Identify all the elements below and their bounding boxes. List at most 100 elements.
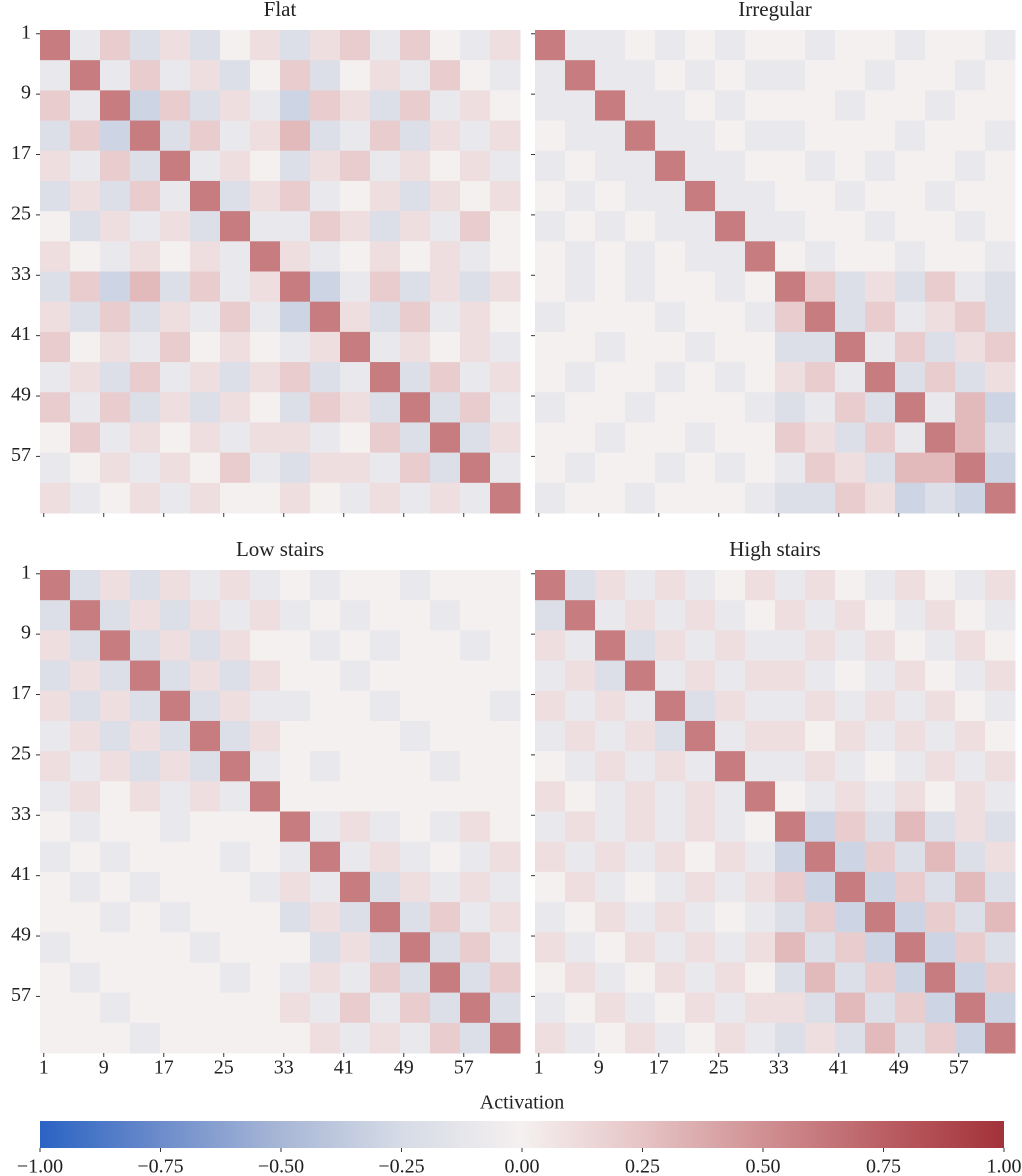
heatmap-cell bbox=[430, 211, 461, 242]
colorbar-tick-label: 0.00 bbox=[505, 1156, 540, 1176]
heatmap-cell bbox=[280, 1022, 311, 1054]
heatmap-cell bbox=[565, 781, 596, 812]
heatmap-cell bbox=[655, 630, 686, 662]
heatmap-cell bbox=[535, 600, 566, 631]
heatmap-cell bbox=[250, 120, 281, 152]
heatmap-cell bbox=[805, 150, 836, 182]
heatmap-cell bbox=[160, 902, 191, 933]
heatmap-cell bbox=[685, 331, 716, 363]
heatmap-cell bbox=[190, 600, 221, 631]
heatmap-cell bbox=[340, 30, 371, 61]
heatmap-cell bbox=[340, 482, 371, 514]
heatmap-cell bbox=[310, 962, 341, 994]
heatmap-cell bbox=[370, 1022, 401, 1054]
y-tick-label: 1 bbox=[21, 561, 31, 583]
heatmap-cell bbox=[655, 1022, 686, 1054]
heatmap-cell bbox=[865, 690, 896, 722]
heatmap-cell bbox=[340, 331, 371, 363]
heatmap-cell bbox=[310, 301, 341, 333]
heatmap-cell bbox=[625, 60, 656, 91]
heatmap-cell bbox=[400, 271, 431, 303]
heatmap-cell bbox=[775, 841, 806, 873]
heatmap-cell bbox=[430, 452, 461, 484]
heatmap-cell bbox=[835, 301, 866, 333]
heatmap-cell bbox=[835, 331, 866, 363]
heatmap-cell bbox=[655, 211, 686, 242]
heatmap-cell bbox=[310, 211, 341, 242]
heatmap-cell bbox=[715, 392, 746, 423]
heatmap-cell bbox=[685, 90, 716, 122]
heatmap-cell bbox=[625, 211, 656, 242]
heatmap-cell bbox=[310, 600, 341, 631]
heatmap-cell bbox=[40, 1022, 71, 1054]
heatmap-cell bbox=[190, 992, 221, 1024]
heatmap-cell bbox=[280, 271, 311, 303]
heatmap-cell bbox=[535, 90, 566, 122]
heatmap-cell bbox=[685, 60, 716, 91]
heatmap-cell bbox=[775, 720, 806, 752]
heatmap-cell bbox=[310, 362, 341, 393]
heatmap-cell bbox=[865, 630, 896, 662]
heatmap-cell bbox=[925, 871, 956, 903]
heatmap-cell bbox=[310, 902, 341, 933]
heatmap-cell bbox=[100, 630, 131, 662]
heatmap-cell bbox=[625, 180, 656, 212]
heatmap-cell bbox=[190, 841, 221, 873]
heatmap-cell bbox=[985, 60, 1016, 91]
heatmap-cell bbox=[490, 1022, 521, 1054]
heatmap-cell bbox=[805, 720, 836, 752]
heatmap-cell bbox=[130, 452, 161, 484]
heatmap-cell bbox=[805, 781, 836, 812]
heatmap-cell bbox=[625, 30, 656, 61]
heatmap-cell bbox=[160, 482, 191, 514]
heatmap-cell bbox=[310, 120, 341, 152]
heatmap-cell bbox=[985, 150, 1016, 182]
heatmap-cell bbox=[70, 871, 101, 903]
heatmap-cell bbox=[100, 60, 131, 91]
heatmap-cell bbox=[655, 962, 686, 994]
heatmap-cell bbox=[925, 600, 956, 631]
heatmap-cell bbox=[565, 992, 596, 1024]
heatmap-cell bbox=[835, 630, 866, 662]
heatmap-cell bbox=[805, 422, 836, 454]
heatmap-cell bbox=[70, 452, 101, 484]
heatmap-cell bbox=[655, 600, 686, 631]
heatmap-cell bbox=[490, 932, 521, 963]
heatmap-cell bbox=[985, 331, 1016, 363]
heatmap-cell bbox=[835, 932, 866, 963]
heatmap-cell bbox=[925, 630, 956, 662]
colorbar-tick-label: 0.50 bbox=[746, 1156, 781, 1176]
heatmap-cell bbox=[595, 120, 626, 152]
heatmap-cell bbox=[430, 570, 461, 601]
heatmap-cell bbox=[490, 120, 521, 152]
heatmap-cell bbox=[310, 751, 341, 782]
heatmap-cell bbox=[340, 570, 371, 601]
y-tick-label: 1 bbox=[21, 21, 31, 43]
heatmap-cell bbox=[775, 482, 806, 514]
heatmap-cell bbox=[340, 811, 371, 843]
heatmap-cell bbox=[100, 570, 131, 601]
heatmap-cell bbox=[595, 150, 626, 182]
heatmap-cell bbox=[865, 962, 896, 994]
heatmap-cell bbox=[715, 211, 746, 242]
heatmap-cell bbox=[535, 932, 566, 963]
heatmap-cell bbox=[310, 482, 341, 514]
heatmap-cell bbox=[685, 1022, 716, 1054]
y-tick-label: 57 bbox=[11, 444, 31, 466]
heatmap-cell bbox=[190, 570, 221, 601]
heatmap-cell bbox=[340, 932, 371, 963]
heatmap-cell bbox=[130, 1022, 161, 1054]
heatmap-cell bbox=[865, 781, 896, 812]
heatmap-cell bbox=[400, 30, 431, 61]
x-tick-label: 9 bbox=[594, 1057, 604, 1079]
heatmap-cell bbox=[220, 30, 251, 61]
heatmap-cell bbox=[250, 392, 281, 423]
heatmap-cell bbox=[985, 1022, 1016, 1054]
y-tick-label: 41 bbox=[11, 863, 31, 885]
heatmap-cell bbox=[370, 570, 401, 601]
heatmap-cell bbox=[805, 902, 836, 933]
heatmap-cell bbox=[340, 362, 371, 393]
heatmap-cell bbox=[595, 751, 626, 782]
heatmap-cell bbox=[985, 211, 1016, 242]
heatmap-cell bbox=[220, 570, 251, 601]
